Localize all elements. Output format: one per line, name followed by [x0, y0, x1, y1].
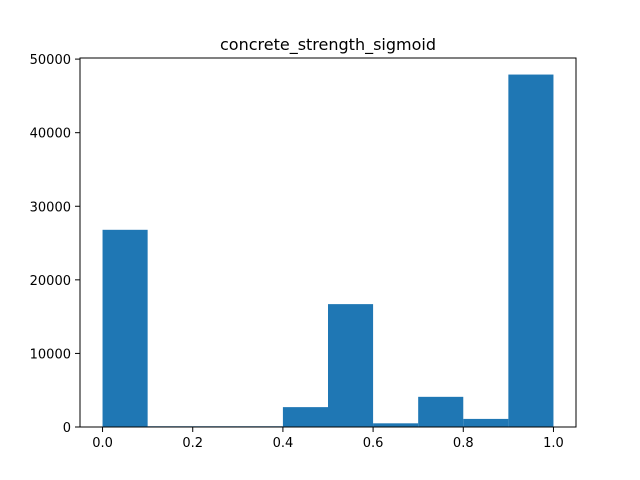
histogram-bar [508, 74, 554, 428]
x-tick-label: 0.2 [182, 436, 203, 451]
histogram-bar [373, 423, 419, 427]
x-tick-label: 0.0 [92, 436, 113, 451]
x-tick-label: 0.4 [273, 436, 294, 451]
y-tick-label: 20000 [30, 274, 71, 289]
x-tick-label: 0.6 [363, 436, 384, 451]
y-tick-label: 40000 [30, 127, 71, 142]
x-tick-label: 0.8 [453, 436, 474, 451]
plot-area-border [79, 57, 577, 428]
histogram-bar [418, 396, 464, 427]
histogram-bar [282, 407, 328, 427]
chart-title: concrete_strength_sigmoid [220, 35, 436, 55]
y-tick-label: 30000 [30, 200, 71, 215]
y-tick-label: 10000 [30, 347, 71, 362]
x-axis: 0.0 0.2 0.4 0.6 0.8 1.0 [92, 427, 564, 451]
histogram-bar [328, 304, 374, 427]
axes-frame [79, 57, 577, 428]
histogram-bar [102, 229, 148, 427]
y-tick-label: 50000 [30, 53, 71, 68]
x-tick-label: 1.0 [543, 436, 564, 451]
bars-group [102, 74, 554, 428]
y-axis: 0 10000 20000 30000 40000 50000 [30, 53, 80, 436]
y-tick-label: 0 [63, 421, 71, 436]
histogram-bar [463, 418, 509, 427]
